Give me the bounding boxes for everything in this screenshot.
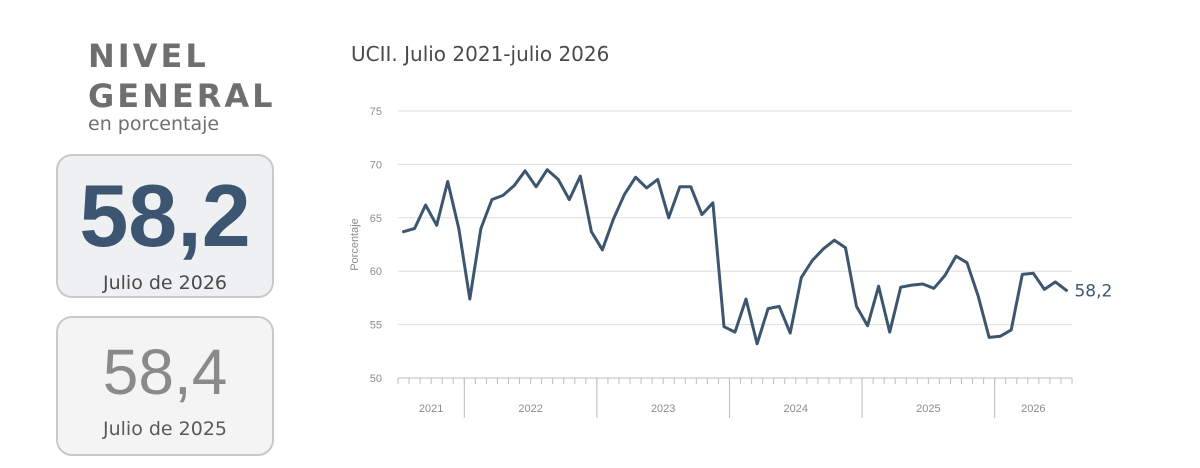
year-label: 2022 <box>518 403 542 415</box>
year-label: 2024 <box>784 403 808 415</box>
previous-period-label: Julio de 2025 <box>102 418 227 440</box>
chart-title: UCII. Julio 2021-julio 2026 <box>351 42 610 66</box>
y-tick-label: 55 <box>370 320 382 332</box>
y-tick-label: 70 <box>370 159 382 171</box>
y-tick-label: 65 <box>370 213 382 225</box>
panel-title-line1: NIVEL <box>88 37 209 75</box>
panel-title-line2: GENERAL <box>88 77 276 115</box>
end-value-label: 58,2 <box>1074 281 1112 301</box>
previous-value-card: 58,4 Julio de 2025 <box>56 316 274 456</box>
y-tick-label: 75 <box>370 106 382 118</box>
y-tick-label: 50 <box>370 373 382 385</box>
current-value: 58,2 <box>79 166 251 265</box>
current-value-card: 58,2 Julio de 2026 <box>56 154 274 298</box>
y-axis-label: Porcentaje <box>349 218 361 271</box>
year-label: 2026 <box>1021 403 1045 415</box>
previous-value: 58,4 <box>102 336 228 408</box>
year-label: 2023 <box>651 403 675 415</box>
y-tick-label: 60 <box>370 266 382 278</box>
current-period-label: Julio de 2026 <box>102 272 227 294</box>
summary-panel: NIVEL GENERAL en porcentaje 58,2 Julio d… <box>0 0 320 468</box>
series-line <box>402 168 1068 346</box>
year-label: 2021 <box>419 403 443 415</box>
year-label: 2025 <box>916 403 940 415</box>
panel-subtitle: en porcentaje <box>88 113 220 135</box>
